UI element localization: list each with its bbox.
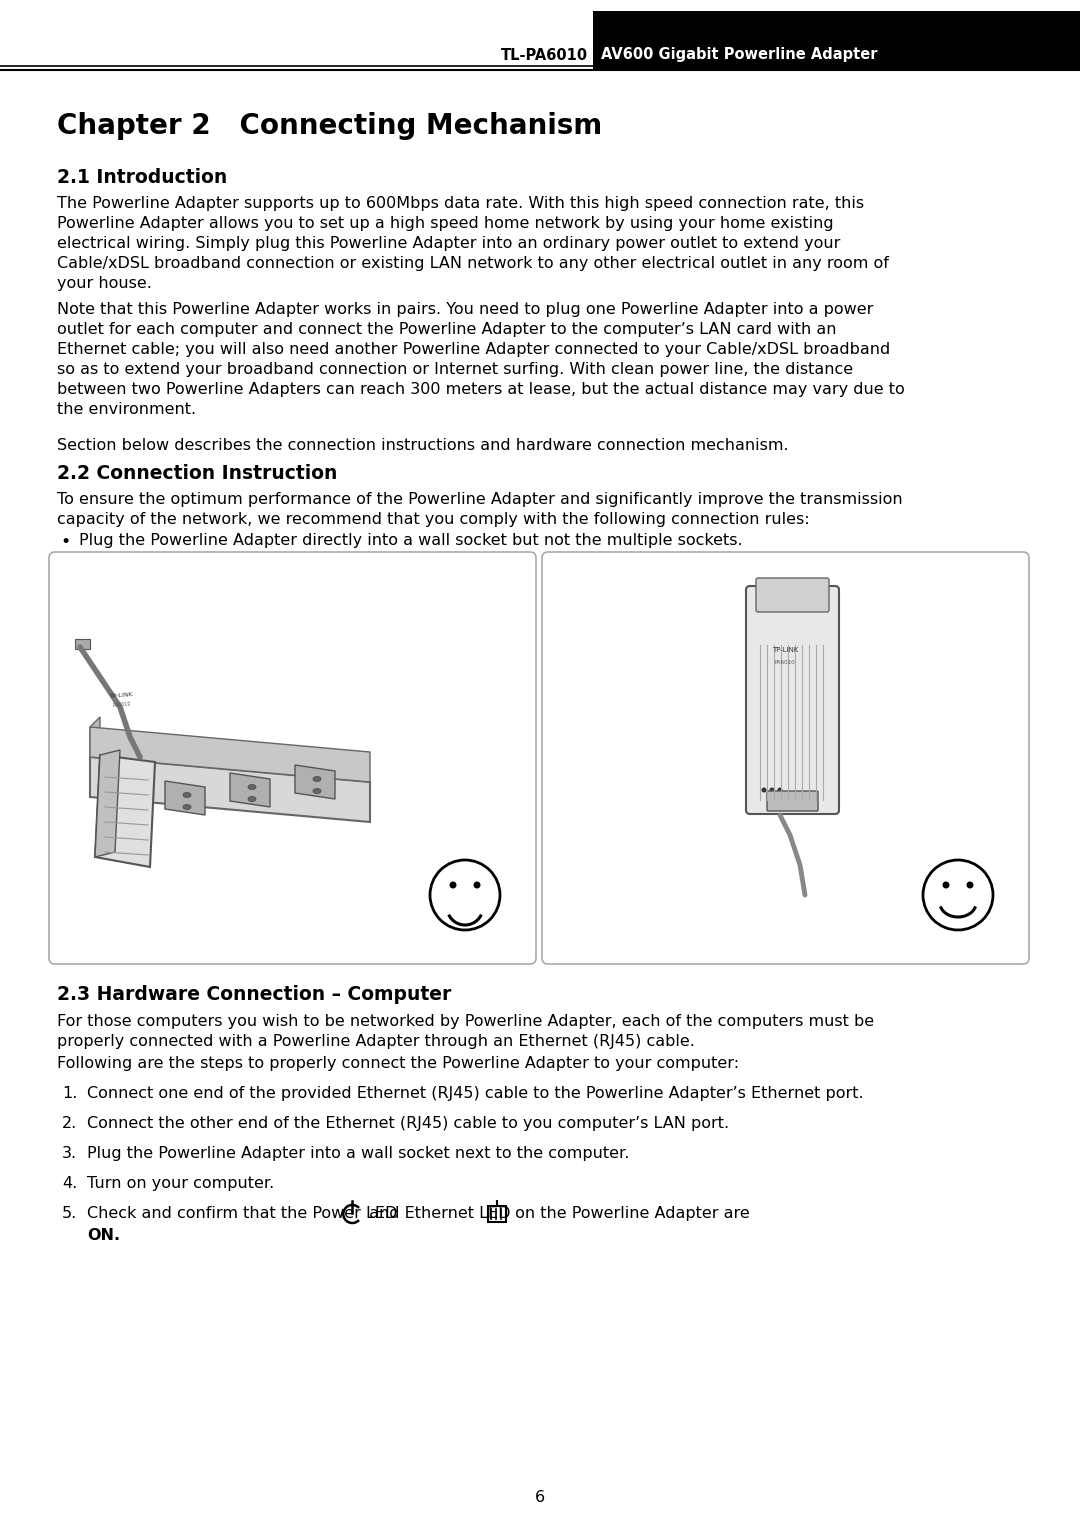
FancyBboxPatch shape: [756, 579, 829, 612]
FancyBboxPatch shape: [746, 586, 839, 814]
Text: Chapter 2   Connecting Mechanism: Chapter 2 Connecting Mechanism: [57, 111, 603, 140]
Text: PA6010: PA6010: [112, 702, 132, 709]
Text: 3.: 3.: [62, 1145, 77, 1161]
Bar: [593, 11, 1080, 69]
Ellipse shape: [248, 785, 256, 789]
Circle shape: [943, 881, 949, 889]
Circle shape: [473, 881, 481, 889]
Text: Check and confirm that the Power LED: Check and confirm that the Power LED: [87, 1206, 403, 1222]
Text: Cable/xDSL broadband connection or existing LAN network to any other electrical : Cable/xDSL broadband connection or exist…: [57, 257, 889, 270]
Text: the environment.: the environment.: [57, 402, 197, 417]
Text: 2.3 Hardware Connection – Computer: 2.3 Hardware Connection – Computer: [57, 985, 451, 1003]
Text: Plug the Powerline Adapter into a wall socket next to the computer.: Plug the Powerline Adapter into a wall s…: [87, 1145, 630, 1161]
Ellipse shape: [183, 805, 191, 809]
Ellipse shape: [313, 777, 321, 782]
Text: 6: 6: [535, 1490, 545, 1506]
Circle shape: [761, 788, 767, 793]
FancyBboxPatch shape: [742, 577, 843, 623]
Text: Section below describes the connection instructions and hardware connection mech: Section below describes the connection i…: [57, 438, 788, 454]
Circle shape: [923, 860, 993, 930]
Text: 1.: 1.: [62, 1086, 78, 1101]
Text: The Powerline Adapter supports up to 600Mbps data rate. With this high speed con: The Powerline Adapter supports up to 600…: [57, 195, 864, 211]
Text: PA6010: PA6010: [774, 661, 795, 666]
Text: properly connected with a Powerline Adapter through an Ethernet (RJ45) cable.: properly connected with a Powerline Adap…: [57, 1034, 694, 1049]
Text: electrical wiring. Simply plug this Powerline Adapter into an ordinary power out: electrical wiring. Simply plug this Powe…: [57, 237, 840, 250]
Text: To ensure the optimum performance of the Powerline Adapter and significantly imp: To ensure the optimum performance of the…: [57, 492, 903, 507]
FancyBboxPatch shape: [488, 1206, 507, 1222]
FancyBboxPatch shape: [49, 551, 536, 964]
Polygon shape: [165, 780, 205, 815]
Text: your house.: your house.: [57, 276, 152, 292]
Circle shape: [430, 860, 500, 930]
Text: and Ethernet LED: and Ethernet LED: [364, 1206, 516, 1222]
Text: TL-PA6010: TL-PA6010: [501, 47, 588, 63]
Text: 2.2 Connection Instruction: 2.2 Connection Instruction: [57, 464, 337, 483]
Polygon shape: [230, 773, 270, 806]
Text: TP-LINK: TP-LINK: [772, 647, 798, 654]
Text: so as to extend your broadband connection or Internet surfing. With clean power : so as to extend your broadband connectio…: [57, 362, 853, 377]
Polygon shape: [95, 750, 120, 857]
Text: on the Powerline Adapter are: on the Powerline Adapter are: [511, 1206, 751, 1222]
Text: AV600 Gigabit Powerline Adapter: AV600 Gigabit Powerline Adapter: [600, 47, 877, 63]
Text: 2.: 2.: [62, 1116, 78, 1132]
Circle shape: [778, 788, 783, 793]
Circle shape: [449, 881, 457, 889]
Text: outlet for each computer and connect the Powerline Adapter to the computer’s LAN: outlet for each computer and connect the…: [57, 322, 837, 337]
Text: Connect the other end of the Ethernet (RJ45) cable to you computer’s LAN port.: Connect the other end of the Ethernet (R…: [87, 1116, 729, 1132]
FancyBboxPatch shape: [542, 551, 1029, 964]
Polygon shape: [295, 765, 335, 799]
Text: between two Powerline Adapters can reach 300 meters at lease, but the actual dis: between two Powerline Adapters can reach…: [57, 382, 905, 397]
Text: 4.: 4.: [62, 1176, 78, 1191]
Ellipse shape: [183, 793, 191, 797]
Circle shape: [967, 881, 973, 889]
Text: For those computers you wish to be networked by Powerline Adapter, each of the c: For those computers you wish to be netwo…: [57, 1014, 874, 1029]
Text: Plug the Powerline Adapter directly into a wall socket but not the multiple sock: Plug the Powerline Adapter directly into…: [79, 533, 743, 548]
Text: capacity of the network, we recommend that you comply with the following connect: capacity of the network, we recommend th…: [57, 512, 810, 527]
Text: 2.1 Introduction: 2.1 Introduction: [57, 168, 227, 186]
Polygon shape: [90, 718, 100, 757]
Text: Following are the steps to properly connect the Powerline Adapter to your comput: Following are the steps to properly conn…: [57, 1057, 739, 1070]
Polygon shape: [95, 754, 156, 867]
Ellipse shape: [313, 788, 321, 794]
Text: Note that this Powerline Adapter works in pairs. You need to plug one Powerline : Note that this Powerline Adapter works i…: [57, 302, 874, 318]
Ellipse shape: [248, 797, 256, 802]
Text: TP-LINK: TP-LINK: [110, 692, 134, 698]
Bar: [75, 638, 90, 649]
FancyBboxPatch shape: [767, 791, 818, 811]
Text: Powerline Adapter allows you to set up a high speed home network by using your h: Powerline Adapter allows you to set up a…: [57, 215, 834, 231]
Text: •: •: [60, 533, 70, 551]
Text: ON.: ON.: [87, 1228, 120, 1243]
Text: Connect one end of the provided Ethernet (RJ45) cable to the Powerline Adapter’s: Connect one end of the provided Ethernet…: [87, 1086, 864, 1101]
Circle shape: [769, 788, 774, 793]
Text: Ethernet cable; you will also need another Powerline Adapter connected to your C: Ethernet cable; you will also need anoth…: [57, 342, 890, 357]
Text: 5.: 5.: [62, 1206, 78, 1222]
Polygon shape: [90, 727, 370, 782]
Polygon shape: [90, 757, 370, 822]
Text: Turn on your computer.: Turn on your computer.: [87, 1176, 274, 1191]
